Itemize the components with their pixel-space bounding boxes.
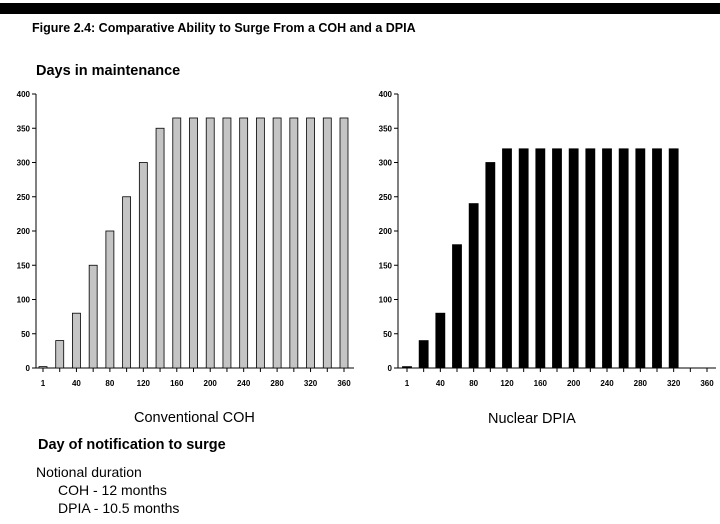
bar: [255, 117, 265, 369]
y-tick-label: 50: [21, 330, 30, 339]
x-tick-label: 160: [170, 379, 184, 388]
x-tick-label: 1: [405, 379, 410, 388]
x-tick-label: 280: [270, 379, 284, 388]
x-tick-label: 240: [600, 379, 614, 388]
bar: [402, 366, 412, 369]
bar: [322, 117, 332, 369]
x-tick-label: 80: [469, 379, 478, 388]
bar: [172, 117, 182, 369]
bar: [585, 148, 596, 369]
bar: [222, 117, 232, 369]
x-tick-label: 360: [337, 379, 351, 388]
y-tick-label: 150: [17, 261, 31, 270]
y-tick-label: 150: [379, 261, 393, 270]
x-tick-label: 280: [634, 379, 648, 388]
bar: [435, 312, 446, 369]
notes-heading: Notional duration: [36, 464, 142, 480]
x-tick-label: 320: [304, 379, 318, 388]
x-axis-label: Day of notification to surge: [38, 437, 226, 453]
y-tick-label: 0: [26, 364, 31, 373]
bar: [189, 117, 198, 369]
x-tick-label: 120: [137, 379, 151, 388]
x-tick-label: 200: [204, 379, 218, 388]
y-tick-label: 100: [379, 296, 393, 305]
bar: [205, 117, 215, 369]
y-tick-label: 400: [379, 90, 393, 99]
y-tick-label: 50: [383, 330, 392, 339]
y-tick-label: 200: [379, 227, 393, 236]
bar: [535, 148, 546, 369]
bar: [88, 264, 98, 369]
bar: [668, 148, 679, 369]
x-tick-label: 360: [700, 379, 714, 388]
x-tick-label: 200: [567, 379, 581, 388]
x-tick-label: 1: [41, 379, 46, 388]
bar: [306, 117, 315, 369]
figure-title: Figure 2.4: Comparative Ability to Surge…: [32, 21, 416, 35]
y-tick-label: 200: [17, 227, 31, 236]
x-tick-label: 160: [534, 379, 548, 388]
y-tick-label: 250: [379, 193, 393, 202]
y-tick-label: 300: [379, 159, 393, 168]
bar: [468, 203, 479, 369]
bar: [618, 148, 629, 369]
bar: [38, 366, 48, 369]
bar: [568, 148, 579, 369]
bar: [122, 196, 132, 369]
bar: [518, 148, 529, 369]
bar: [502, 148, 512, 369]
notes-line-dpia: DPIA - 10.5 months: [58, 500, 180, 516]
top-rule: [0, 3, 720, 14]
notes-line-coh: COH - 12 months: [58, 482, 167, 498]
bar: [652, 148, 662, 369]
y-tick-label: 100: [17, 296, 31, 305]
bar: [418, 340, 429, 369]
y-tick-label: 400: [17, 90, 31, 99]
bar: [339, 117, 349, 369]
chart-nuclear-dpia: 0 50 100 150 200 250 300 350 400 1 40 80 120 160 200 24…: [379, 90, 716, 388]
bar: [105, 230, 115, 369]
y-tick-label: 350: [379, 124, 393, 133]
notes-block: Notional duration COH - 12 months DPIA -…: [36, 463, 179, 517]
bar: [72, 312, 81, 369]
bar: [239, 117, 249, 369]
caption-conventional-coh: Conventional COH: [134, 410, 255, 426]
bar: [289, 117, 299, 369]
y-tick-label: 0: [388, 364, 393, 373]
bar: [55, 340, 65, 369]
x-tick-label: 40: [436, 379, 445, 388]
caption-nuclear-dpia: Nuclear DPIA: [488, 411, 576, 427]
bar: [635, 148, 646, 369]
bar: [552, 148, 562, 369]
bar: [485, 162, 496, 369]
bar: [602, 148, 612, 369]
x-tick-label: 80: [105, 379, 114, 388]
bar: [452, 244, 462, 369]
bar: [155, 127, 165, 369]
y-axis-label: Days in maintenance: [36, 63, 181, 79]
x-tick-label: 120: [500, 379, 514, 388]
y-tick-label: 350: [17, 124, 31, 133]
x-tick-label: 320: [667, 379, 681, 388]
bar: [272, 117, 282, 369]
chart-conventional-coh: 0 50 100 150 200 250 300 350 400 1 40 80 120 160 200 24…: [17, 90, 354, 388]
x-tick-label: 240: [237, 379, 251, 388]
x-tick-label: 40: [72, 379, 81, 388]
y-tick-label: 250: [17, 193, 31, 202]
y-tick-label: 300: [17, 159, 31, 168]
bar: [138, 162, 148, 369]
